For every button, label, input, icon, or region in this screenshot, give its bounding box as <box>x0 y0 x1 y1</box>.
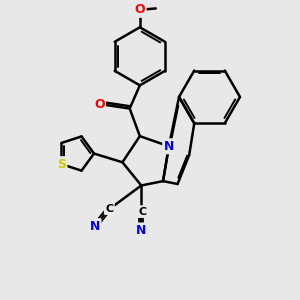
Text: C: C <box>105 204 113 214</box>
Text: C: C <box>139 207 147 217</box>
Text: N: N <box>136 224 146 237</box>
Text: S: S <box>57 158 66 171</box>
Text: N: N <box>90 220 100 232</box>
Text: N: N <box>164 140 174 153</box>
Text: O: O <box>134 3 145 16</box>
Text: O: O <box>94 98 104 111</box>
